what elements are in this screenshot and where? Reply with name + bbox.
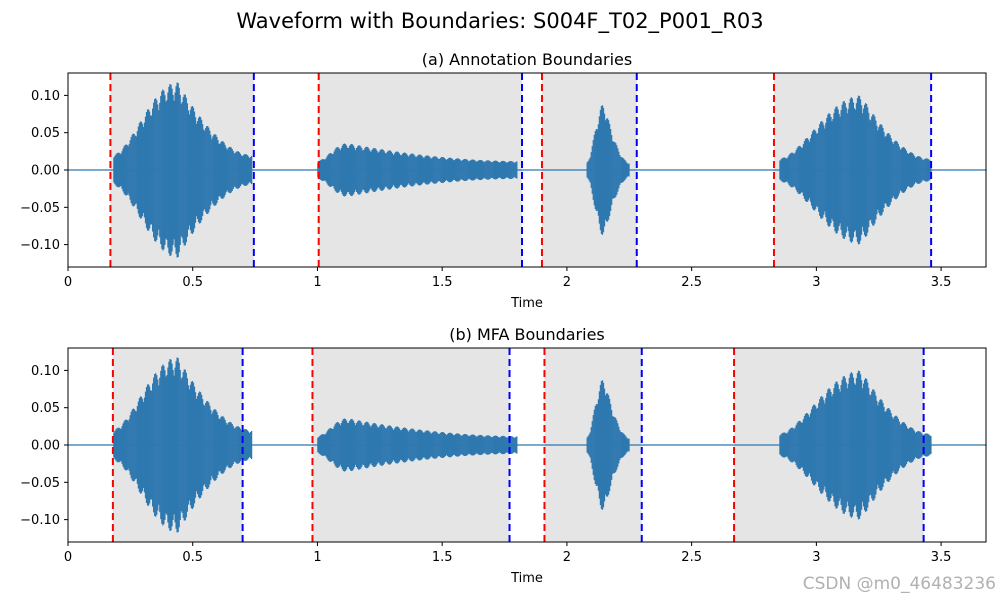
- x-tick-label: 2: [563, 275, 571, 290]
- y-tick-label: −0.10: [20, 513, 60, 528]
- y-tick-label: −0.10: [20, 238, 60, 253]
- y-tick-label: 0.00: [31, 164, 60, 179]
- y-tick-label: 0.05: [31, 401, 60, 416]
- x-axis-label: Time: [510, 571, 543, 586]
- x-tick-label: 3.5: [931, 275, 952, 290]
- x-tick-label: 3: [812, 550, 820, 565]
- y-tick-label: −0.05: [20, 201, 60, 216]
- panel-mfa-boundaries: (b) MFA Boundaries 0 0.5 1 1.5 2 2.5 3 3.5 −0.10 −…: [20, 325, 987, 586]
- x-tick-label: 2.5: [681, 550, 702, 565]
- panel-title: (a) Annotation Boundaries: [422, 50, 632, 69]
- x-tick-label: 1.5: [432, 275, 453, 290]
- x-tick-label: 1.5: [432, 550, 453, 565]
- x-tick-label: 3: [812, 275, 820, 290]
- x-tick-label: 1: [313, 275, 321, 290]
- x-tick-label: 0: [64, 275, 72, 290]
- x-tick-label: 0: [64, 550, 72, 565]
- x-tick-label: 3.5: [931, 550, 952, 565]
- x-tick-label: 2.5: [681, 275, 702, 290]
- x-tick-label: 1: [313, 550, 321, 565]
- y-tick-label: 0.10: [31, 89, 60, 104]
- x-tick-label: 0.5: [182, 550, 203, 565]
- y-tick-label: 0.00: [31, 439, 60, 454]
- watermark-text: CSDN @m0_46483236: [802, 574, 996, 594]
- x-tick-label: 2: [563, 550, 571, 565]
- figure-title: Waveform with Boundaries: S004F_T02_P001…: [236, 9, 763, 34]
- y-tick-label: 0.10: [31, 364, 60, 379]
- y-tick-label: −0.05: [20, 476, 60, 491]
- x-tick-label: 0.5: [182, 275, 203, 290]
- y-tick-label: 0.05: [31, 126, 60, 141]
- panel-title: (b) MFA Boundaries: [449, 325, 605, 344]
- panel-annotation-boundaries: (a) Annotation Boundaries 0 0.5 1 1.5 2 2.5 3 3.…: [20, 50, 987, 311]
- x-axis-label: Time: [510, 296, 543, 311]
